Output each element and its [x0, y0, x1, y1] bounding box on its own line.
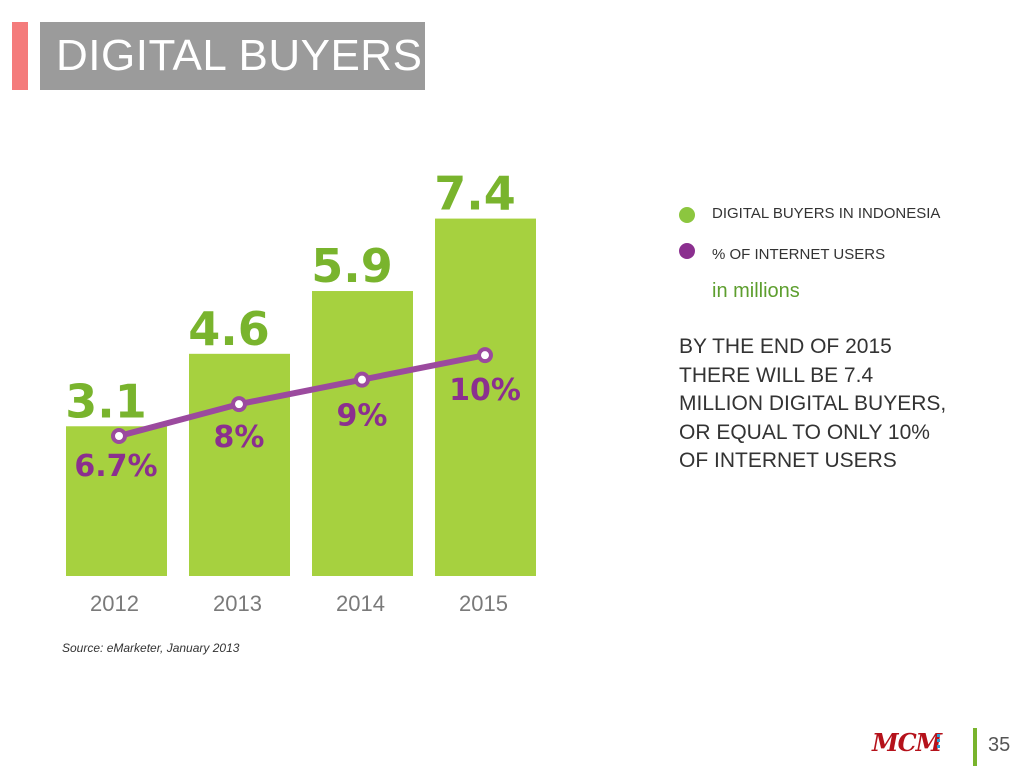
units-note: in millions — [712, 280, 800, 302]
pct-label-2014: 9% — [337, 399, 388, 434]
internet-users-line — [116, 352, 488, 439]
bar-2013 — [189, 353, 290, 576]
pct-label-2015: 10% — [449, 373, 521, 408]
pct-label-2012: 6.7% — [74, 449, 157, 484]
legend-label-buyers: DIGITAL BUYERS IN INDONESIA — [712, 205, 941, 222]
callout-text: BY THE END OF 2015 THERE WILL BE 7.4 MIL… — [679, 333, 979, 476]
company-logo: MCM — [872, 728, 942, 757]
bar-value-label-2013: 4.6 — [188, 302, 270, 356]
x-tick-label-2015: 2015 — [459, 591, 508, 616]
slide-title: DIGITAL BUYERS — [56, 31, 423, 80]
title-background — [40, 22, 425, 90]
line-point-2013 — [231, 396, 247, 413]
callout-line: OF INTERNET USERS — [679, 449, 897, 472]
bar-value-label-2012: 3.1 — [65, 374, 147, 428]
line-point-2012 — [111, 428, 127, 444]
callout-line: BY THE END OF 2015 — [679, 335, 892, 358]
callout-line: MILLION DIGITAL BUYERS, — [679, 392, 947, 415]
x-tick-label-2014: 2014 — [336, 591, 385, 616]
source-note: Source: eMarketer, January 2013 — [62, 641, 240, 655]
callout-line: OR EQUAL TO ONLY 10% — [679, 420, 930, 444]
legend-dot-buyers — [679, 207, 695, 223]
bar-2014 — [312, 291, 413, 576]
bar-2012 — [66, 426, 167, 576]
callout-line: THERE WILL BE 7.4 — [679, 363, 874, 387]
bar-line-chart: 3.1 2012 4.6 2013 5.9 2014 7.4 2015 6.7% 8% 9% 10% — [65, 167, 536, 616]
logo-mark — [937, 734, 948, 748]
pct-label-2013: 8% — [214, 420, 265, 455]
x-tick-label-2012: 2012 — [90, 591, 139, 616]
footer-separator — [973, 728, 977, 766]
bar-value-label-2014: 5.9 — [311, 239, 393, 293]
x-tick-label-2013: 2013 — [213, 591, 262, 616]
title-accent-bar — [12, 22, 28, 90]
bar-2015 — [435, 218, 536, 576]
line-point-2015 — [477, 347, 493, 364]
page-number: 35 — [988, 734, 1011, 756]
legend-label-internet-users: % OF INTERNET USERS — [712, 246, 886, 263]
legend-dot-internet-users — [679, 243, 695, 259]
bar-value-label-2015: 7.4 — [434, 167, 516, 221]
line-point-2014 — [354, 371, 370, 388]
